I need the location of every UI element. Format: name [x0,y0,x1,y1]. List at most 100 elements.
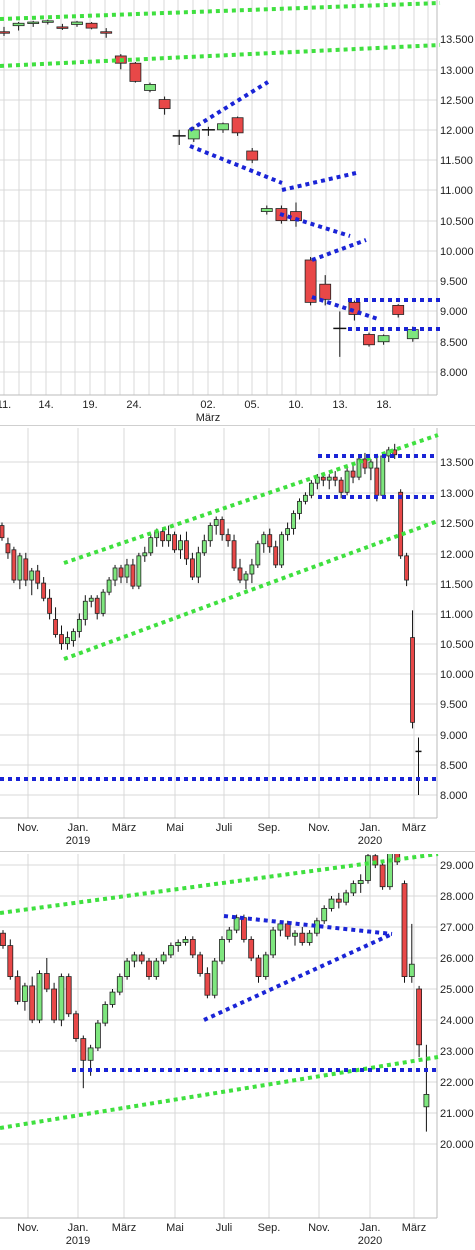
candle-body [100,591,106,614]
candle-body [261,534,267,545]
candle-body [116,976,123,993]
candle-body [142,552,148,557]
y-tick-label: 11.000 [440,185,473,197]
candle-body [270,929,277,956]
candle-body [320,476,326,481]
candle-body [58,976,65,1021]
candle-body [197,954,204,974]
candle-body [248,939,255,959]
x-tick-label: 13. [332,399,347,411]
panel-divider [0,425,475,426]
candle-body [343,892,350,903]
candle-body [82,600,88,620]
candle-body [233,917,240,931]
y-tick-label: 11.500 [440,155,473,167]
y-tick-label: 13.500 [440,457,474,469]
candle-body [273,546,279,566]
y-tick-label: 9.500 [440,699,468,711]
chart-weekly-dax: 13.500 13.000 12.500 12.000 11.500 11.000 10.5… [0,428,475,848]
candle-body [326,476,332,481]
trend-lines [0,433,439,781]
candle-body [146,960,152,977]
x-tick-label: 10. [288,399,303,411]
candle-body [189,558,195,578]
candle-body [94,597,100,614]
candle-body [356,458,362,478]
grid [0,428,437,818]
candle-body [285,528,291,536]
trend-channel-line [0,854,439,915]
candle-body [365,855,371,881]
candle-body [153,960,160,977]
candle-body [65,976,72,1015]
x-tick-label: 24. [126,399,141,411]
candle-body [321,908,328,922]
candle-body [5,543,11,554]
candle-body [332,476,338,481]
candle-body [226,929,233,940]
x-tick-label: Juli [216,1222,233,1234]
candle-body [306,932,313,943]
candle-body [71,631,76,642]
y-tick-label: 27.000 [440,922,474,934]
support-resistance-line [311,295,379,321]
candle-body [27,21,40,24]
y-tick-label: 13.500 [440,34,474,46]
candle-body [106,579,112,593]
y-tick-label: 21.000 [440,1108,474,1120]
candle-body [392,304,405,315]
candle-body [249,564,255,575]
candle-body [17,555,23,581]
candle-body [338,479,344,493]
x-tick-label: März [112,1222,136,1234]
candle-body [408,963,415,977]
candle-body [255,957,262,978]
candle-body [240,917,247,940]
x-tick-label: Sep. [258,822,281,834]
candle-body [350,470,356,478]
candle-body [201,540,207,554]
chart-weekly-dow-svg: 29.000 28.000 27.000 26.000 25.000 24.000 23.0… [0,854,474,1247]
y-tick-label: 8.000 [440,367,468,379]
candle-body [144,84,156,91]
y-tick-label: 11.000 [440,609,473,621]
candle-body [277,923,284,931]
chart-weekly-dax-svg: 13.500 13.000 12.500 12.000 11.500 11.000 10.5… [0,428,474,847]
candle-body [184,540,189,560]
candle-body [76,619,82,632]
trend-channel-line [0,1055,439,1130]
x-tick-sublabel: 2020 [358,1235,382,1247]
candle-body [158,99,171,110]
x-tick-label: Jan. [68,1222,89,1234]
candle-body [377,335,390,343]
x-tick-label: Nov. [308,1222,330,1234]
candle-body [109,991,116,1005]
x-tick-label: 02. [200,399,215,411]
candle-body [231,540,237,569]
candle-body [362,458,368,469]
candle-body [71,21,83,25]
candle-body [87,1047,94,1061]
x-tick-label: 11. [0,399,11,411]
x-tick-label: Nov. [308,822,330,834]
x-tick-label: Sep. [258,1222,281,1234]
y-tick-label: 13.000 [440,488,474,500]
candle-body [225,534,231,542]
candle-body [12,22,25,27]
candle-body [204,973,211,996]
candles [0,854,430,1132]
y-tick-label: 26.000 [440,953,474,965]
candle-body [160,954,167,962]
trend-channel-line [0,43,441,68]
candle-body [167,945,174,956]
x-tick-sublabel: 2019 [66,835,90,847]
x-tick-label: 19. [82,399,97,411]
candle-body [304,259,317,303]
candle-body [41,582,47,599]
candle-body [231,117,244,134]
support-resistance-line [281,171,357,192]
y-tick-label: 11.500 [440,579,473,591]
candle-body [59,634,64,645]
support-resistance-line [188,80,270,132]
candle-body [102,1004,109,1024]
